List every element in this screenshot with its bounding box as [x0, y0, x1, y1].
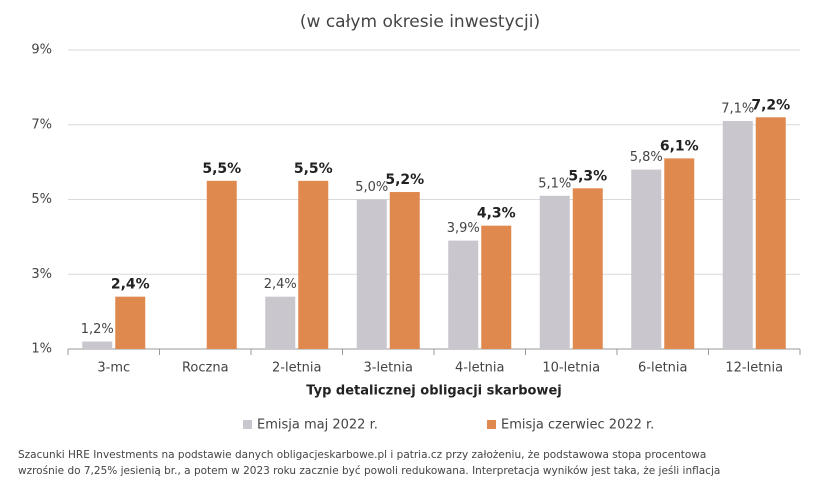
value-label: 5,0%	[355, 180, 388, 195]
x-axis-label: Typ detalicznej obligacji skarbowej	[306, 384, 561, 399]
value-label: 2,4%	[111, 277, 150, 293]
bar	[755, 117, 786, 350]
x-tick-label: 12-letnia	[725, 361, 783, 376]
value-label: 5,2%	[385, 172, 424, 188]
value-label: 1,2%	[81, 322, 114, 337]
value-label: 5,5%	[294, 161, 333, 177]
value-label: 7,2%	[751, 97, 790, 113]
x-tick-label: 3-mc	[97, 361, 130, 376]
legend-label: Emisja czerwiec 2022 r.	[501, 418, 654, 433]
x-tick-label: Roczna	[182, 361, 229, 376]
bar	[572, 188, 603, 349]
chart-subtitle: (w całym okresie inwestycji)	[300, 12, 540, 32]
value-label: 7,1%	[721, 102, 754, 117]
value-label: 4,3%	[477, 206, 516, 222]
value-label: 2,4%	[264, 277, 297, 292]
x-tick-label: 4-letnia	[455, 361, 505, 376]
x-tick-label: 6-letnia	[638, 361, 688, 376]
bar	[265, 296, 296, 349]
bar	[631, 169, 662, 349]
bar	[298, 180, 329, 349]
legend-label: Emisja maj 2022 r.	[257, 418, 378, 433]
bar	[722, 121, 753, 349]
y-tick-label: 5%	[31, 192, 52, 207]
value-label: 5,8%	[630, 150, 663, 165]
footnote: Szacunki HRE Investments na podstawie da…	[18, 449, 706, 461]
footnote: wzrośnie do 7,25% jesienią br., a potem …	[18, 465, 720, 477]
y-tick-label: 1%	[31, 342, 52, 357]
value-label: 3,9%	[447, 221, 480, 236]
legend-swatch	[243, 420, 252, 429]
bar	[664, 158, 695, 349]
bar	[448, 240, 479, 349]
bar	[356, 199, 387, 349]
y-tick-label: 9%	[31, 43, 52, 58]
value-label: 6,1%	[660, 138, 699, 154]
bar	[115, 296, 146, 349]
value-label: 5,3%	[568, 168, 607, 184]
bar	[206, 180, 237, 349]
legend-swatch	[487, 420, 496, 429]
bar	[481, 225, 512, 349]
value-label: 5,5%	[202, 161, 241, 177]
bar	[82, 341, 113, 349]
x-tick-label: 10-letnia	[542, 361, 600, 376]
bar	[389, 192, 420, 349]
y-tick-label: 3%	[31, 267, 52, 282]
x-tick-label: 2-letnia	[272, 361, 322, 376]
x-tick-label: 3-letnia	[364, 361, 414, 376]
bar	[539, 195, 570, 349]
value-label: 5,1%	[538, 176, 571, 191]
y-tick-label: 7%	[31, 117, 52, 132]
